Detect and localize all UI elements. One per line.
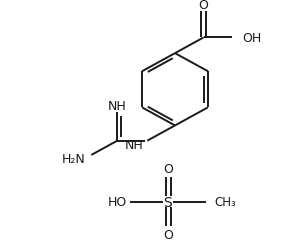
Text: O: O bbox=[199, 0, 209, 12]
Text: S: S bbox=[164, 195, 172, 209]
Text: O: O bbox=[163, 162, 173, 175]
Text: OH: OH bbox=[243, 32, 262, 45]
Text: NH: NH bbox=[108, 100, 127, 113]
Text: O: O bbox=[163, 229, 173, 241]
Text: H₂N: H₂N bbox=[62, 153, 85, 166]
Text: NH: NH bbox=[125, 138, 143, 151]
Text: HO: HO bbox=[107, 195, 127, 208]
Text: CH₃: CH₃ bbox=[214, 195, 236, 208]
